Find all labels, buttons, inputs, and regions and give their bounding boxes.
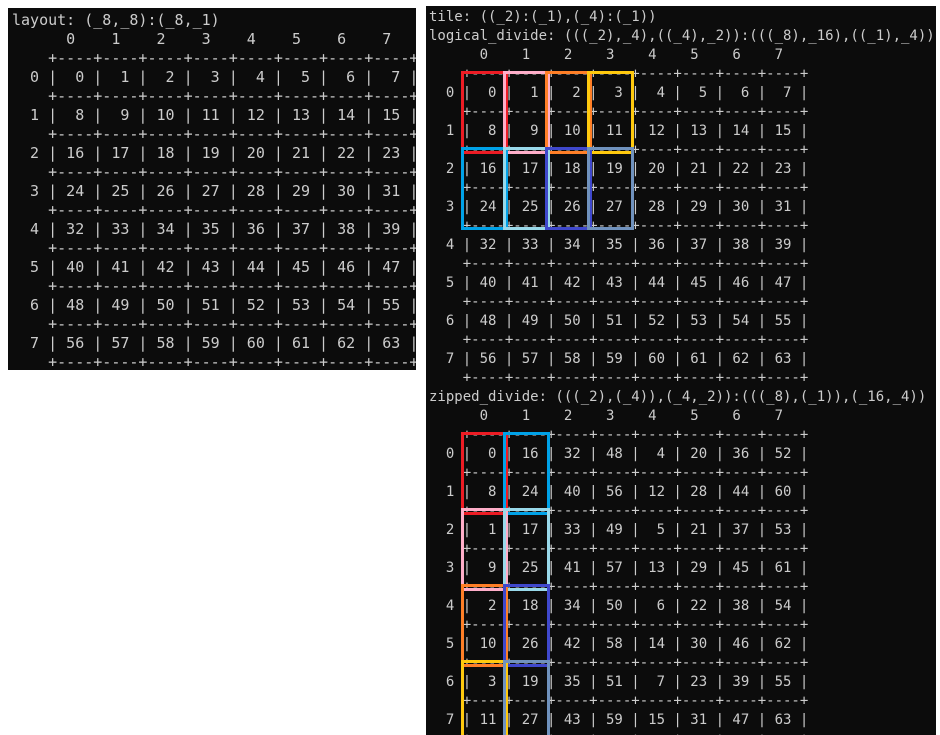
terminal-panel-layout: layout: (_8,_8):(_8,_1) 0 1 2 3 4 5 6 7 … [8,8,416,370]
layout-ascii-grid: 0 1 2 3 4 5 6 7 +----+----+----+----+---… [30,30,416,370]
layout-title: layout: (_8,_8):(_8,_1) [12,11,220,29]
logical-divide-ascii-grid: 0 1 2 3 4 5 6 7 +----+----+----+----+---… [445,47,809,386]
layout-grid-wrap: 0 1 2 3 4 5 6 7 +----+----+----+----+---… [12,30,416,370]
tile-title: tile: ((_2):(_1),(_4):(_1)) [429,9,657,25]
terminal-panel-divide: tile: ((_2):(_1),(_4):(_1)) logical_divi… [426,6,936,735]
logical-divide-title: logical_divide: (((_2),_4),((_4),_2)):((… [429,28,935,44]
zipped-divide-ascii-grid: 0 1 2 3 4 5 6 7 +----+----+----+----+---… [445,408,809,735]
zipped-divide-grid-wrap: 0 1 2 3 4 5 6 7 +----+----+----+----+---… [429,407,936,735]
logical-divide-grid-wrap: 0 1 2 3 4 5 6 7 +----+----+----+----+---… [429,46,936,388]
zipped-divide-title: zipped_divide: (((_2),(_4)),(_4,_2)):(((… [429,389,927,405]
